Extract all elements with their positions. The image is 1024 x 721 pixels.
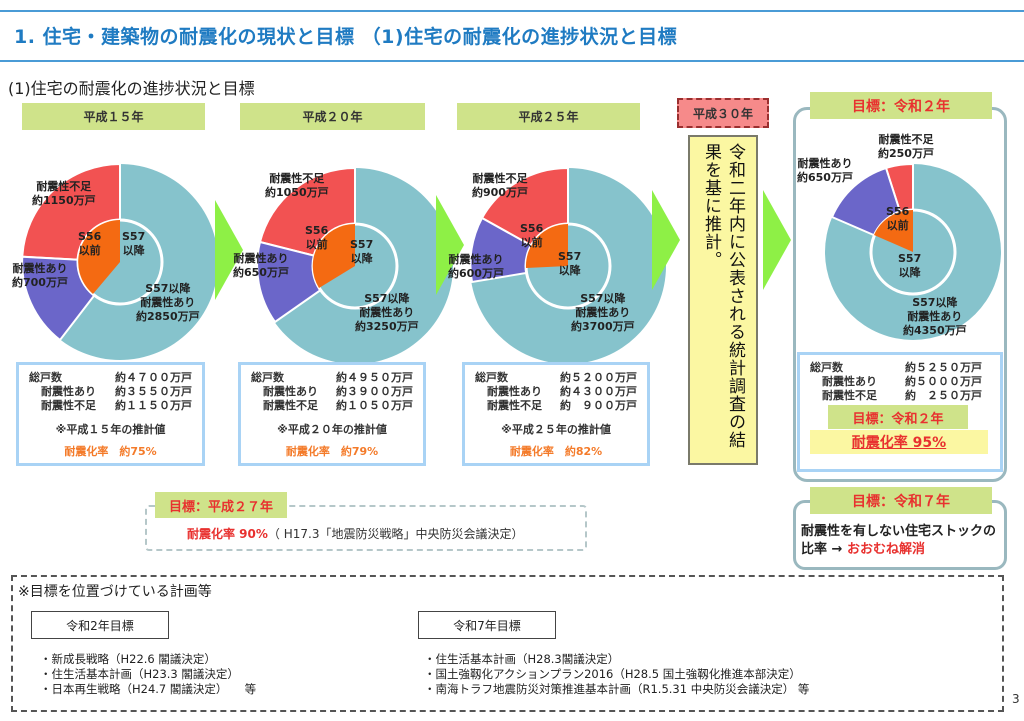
list-item: ・新成長戦略（H22.6 閣議決定） (40, 652, 216, 666)
page-number: 3 (1012, 692, 1020, 706)
donut-chart-svg (21, 162, 218, 360)
label-post-r2: S57以降 耐震性あり 約4350万戸 (903, 296, 967, 337)
estimate-note: ※平成１５年の推計値 (55, 423, 166, 436)
year-tag-h20: 平成２０年 (240, 103, 425, 130)
h27-target-text: 耐震化率 90%（ H17.3「地震防災戦略」中央防災会議決定） (187, 525, 523, 542)
plans-box (11, 575, 1004, 712)
plan-list-r7: ・住生活基本計画（H28.3閣議決定） ・国土強靱化アクションプラン2016（H… (424, 652, 809, 697)
plan-list-r2: ・新成長戦略（H22.6 閣議決定） ・住生活基本計画（H23.3 閣議決定） … (40, 652, 256, 697)
title-underline (0, 60, 1024, 62)
arrow-right-icon (763, 190, 791, 290)
donut-chart-h25 (468, 166, 668, 366)
list-item: ・国土強靱化アクションプラン2016（H28.5 国土強靱化推進本部決定） (424, 667, 801, 681)
label-sufficient-h15: 耐震性あり 約700万戸 (12, 262, 68, 289)
h27-note: （ H17.3「地震防災戦略」中央防災会議決定） (267, 527, 524, 541)
estimate-note: ※平成２０年の推計値 (277, 423, 387, 436)
list-item: ・日本再生戦略（H24.7 閣議決定） 等 (40, 682, 257, 696)
plan-head-r7: 令和7年目標 (418, 611, 556, 639)
label-post-h15: S57以降 耐震性あり 約2850万戸 (136, 282, 200, 323)
donut-chart-r2 (823, 162, 1023, 362)
r7-target-highlight: おおむね解消 (846, 542, 925, 557)
donut-chart-h20 (255, 166, 455, 366)
year-tag-h25: 平成２５年 (457, 103, 640, 130)
target-tag-r7: 目標：令和７年 (810, 487, 992, 514)
inner-pre-h20: S56 以前 (305, 224, 329, 251)
inner-pre-h25: S56 以前 (520, 222, 544, 249)
section-subtitle: (1)住宅の耐震化の進捗状況と目標 (8, 79, 255, 98)
plans-title: ※目標を位置づけている計画等 (18, 584, 212, 600)
label-post-h20: S57以降 耐震性あり 約3250万戸 (355, 292, 419, 333)
stats-box-h15: 総戸数 約４７００万戸 耐震性あり 約３５５０万戸 耐震性不足 約１１５０万戸 ※平成… (16, 362, 205, 466)
inner-post-h20: S57 以降 (350, 238, 374, 265)
target-tag-r2: 目標：令和２年 (810, 92, 992, 119)
arrow-right-icon (652, 190, 680, 290)
label-sufficient-r2: 耐震性あり 約650万戸 (797, 157, 853, 184)
label-sufficient-h25: 耐震性あり 約600万戸 (448, 253, 504, 280)
h27-target-box (145, 505, 587, 551)
label-post-h25: S57以降 耐震性あり 約3700万戸 (571, 292, 635, 333)
inner-pre-h15: S56 以前 (78, 230, 102, 257)
donut-chart-svg (469, 166, 666, 364)
stats-box-h25: 総戸数 約５２００万戸 耐震性あり 約４３００万戸 耐震性不足約 ９００万戸 ※平成… (462, 362, 650, 466)
r7-target-text: 耐震性を有しない住宅ストックの比率 → (801, 524, 997, 557)
inner-post-h15: S57 以降 (122, 230, 146, 257)
h27-rate: 耐震化率 90% (187, 527, 268, 541)
page-title: 1. 住宅・建築物の耐震化の現状と目標 （1)住宅の耐震化の進捗状況と目標 (14, 26, 678, 48)
stats-box-h20: 総戸数 約４９５０万戸 耐震性あり 約３９００万戸 耐震性不足 約１０５０万戸 ※平成… (238, 362, 426, 466)
donut-chart-svg (825, 162, 1001, 340)
seismic-rate: 耐震化率 約79% (285, 445, 379, 458)
donut-chart-svg (256, 166, 453, 364)
label-insufficient-r2: 耐震性不足 約250万戸 (878, 133, 934, 160)
label-insufficient-h15: 耐震性不足 約1150万戸 (32, 180, 96, 207)
target-tag-h27: 目標：平成２７年 (155, 492, 287, 518)
list-item: ・南海トラフ地震防災対策推進基本計画（R1.5.31 中央防災会議決定） 等 (424, 682, 810, 696)
list-item: ・住生活基本計画（H23.3 閣議決定） (40, 667, 239, 681)
h30-estimate-note: 令和二年内に公表される統計調査の結果を基に推計。 (701, 143, 745, 449)
year-tag-h30: 平成３０年 (677, 98, 769, 128)
r2-seismic-rate: 耐震化率 95% (810, 430, 988, 454)
plan-head-r2: 令和2年目標 (31, 611, 169, 639)
arrow-right-icon (215, 200, 243, 300)
r7-target-panel: 耐震性を有しない住宅ストックの比率 → おおむね解消 (793, 500, 1007, 570)
list-item: ・住生活基本計画（H28.3閣議決定） (424, 652, 620, 666)
inner-pre-r2: S56 以前 (886, 205, 910, 232)
year-tag-h15: 平成１５年 (22, 103, 205, 130)
r2-goal-label: 目標：令和２年 (828, 405, 968, 429)
inner-post-h25: S57 以降 (558, 250, 582, 277)
h30-estimate-note-box: 令和二年内に公表される統計調査の結果を基に推計。 (688, 135, 758, 465)
inner-post-r2: S57 以降 (898, 252, 922, 279)
label-insufficient-h25: 耐震性不足 約900万戸 (472, 172, 528, 199)
seismic-rate: 耐震化率 約82% (509, 445, 603, 458)
arrow-right-icon (436, 195, 464, 295)
estimate-note: ※平成２５年の推計値 (501, 423, 611, 436)
label-insufficient-h20: 耐震性不足 約1050万戸 (265, 172, 329, 199)
seismic-rate: 耐震化率 約75% (64, 445, 157, 458)
top-rule (0, 10, 1024, 12)
donut-chart-h15 (20, 162, 220, 362)
label-sufficient-h20: 耐震性あり 約650万戸 (233, 252, 289, 279)
